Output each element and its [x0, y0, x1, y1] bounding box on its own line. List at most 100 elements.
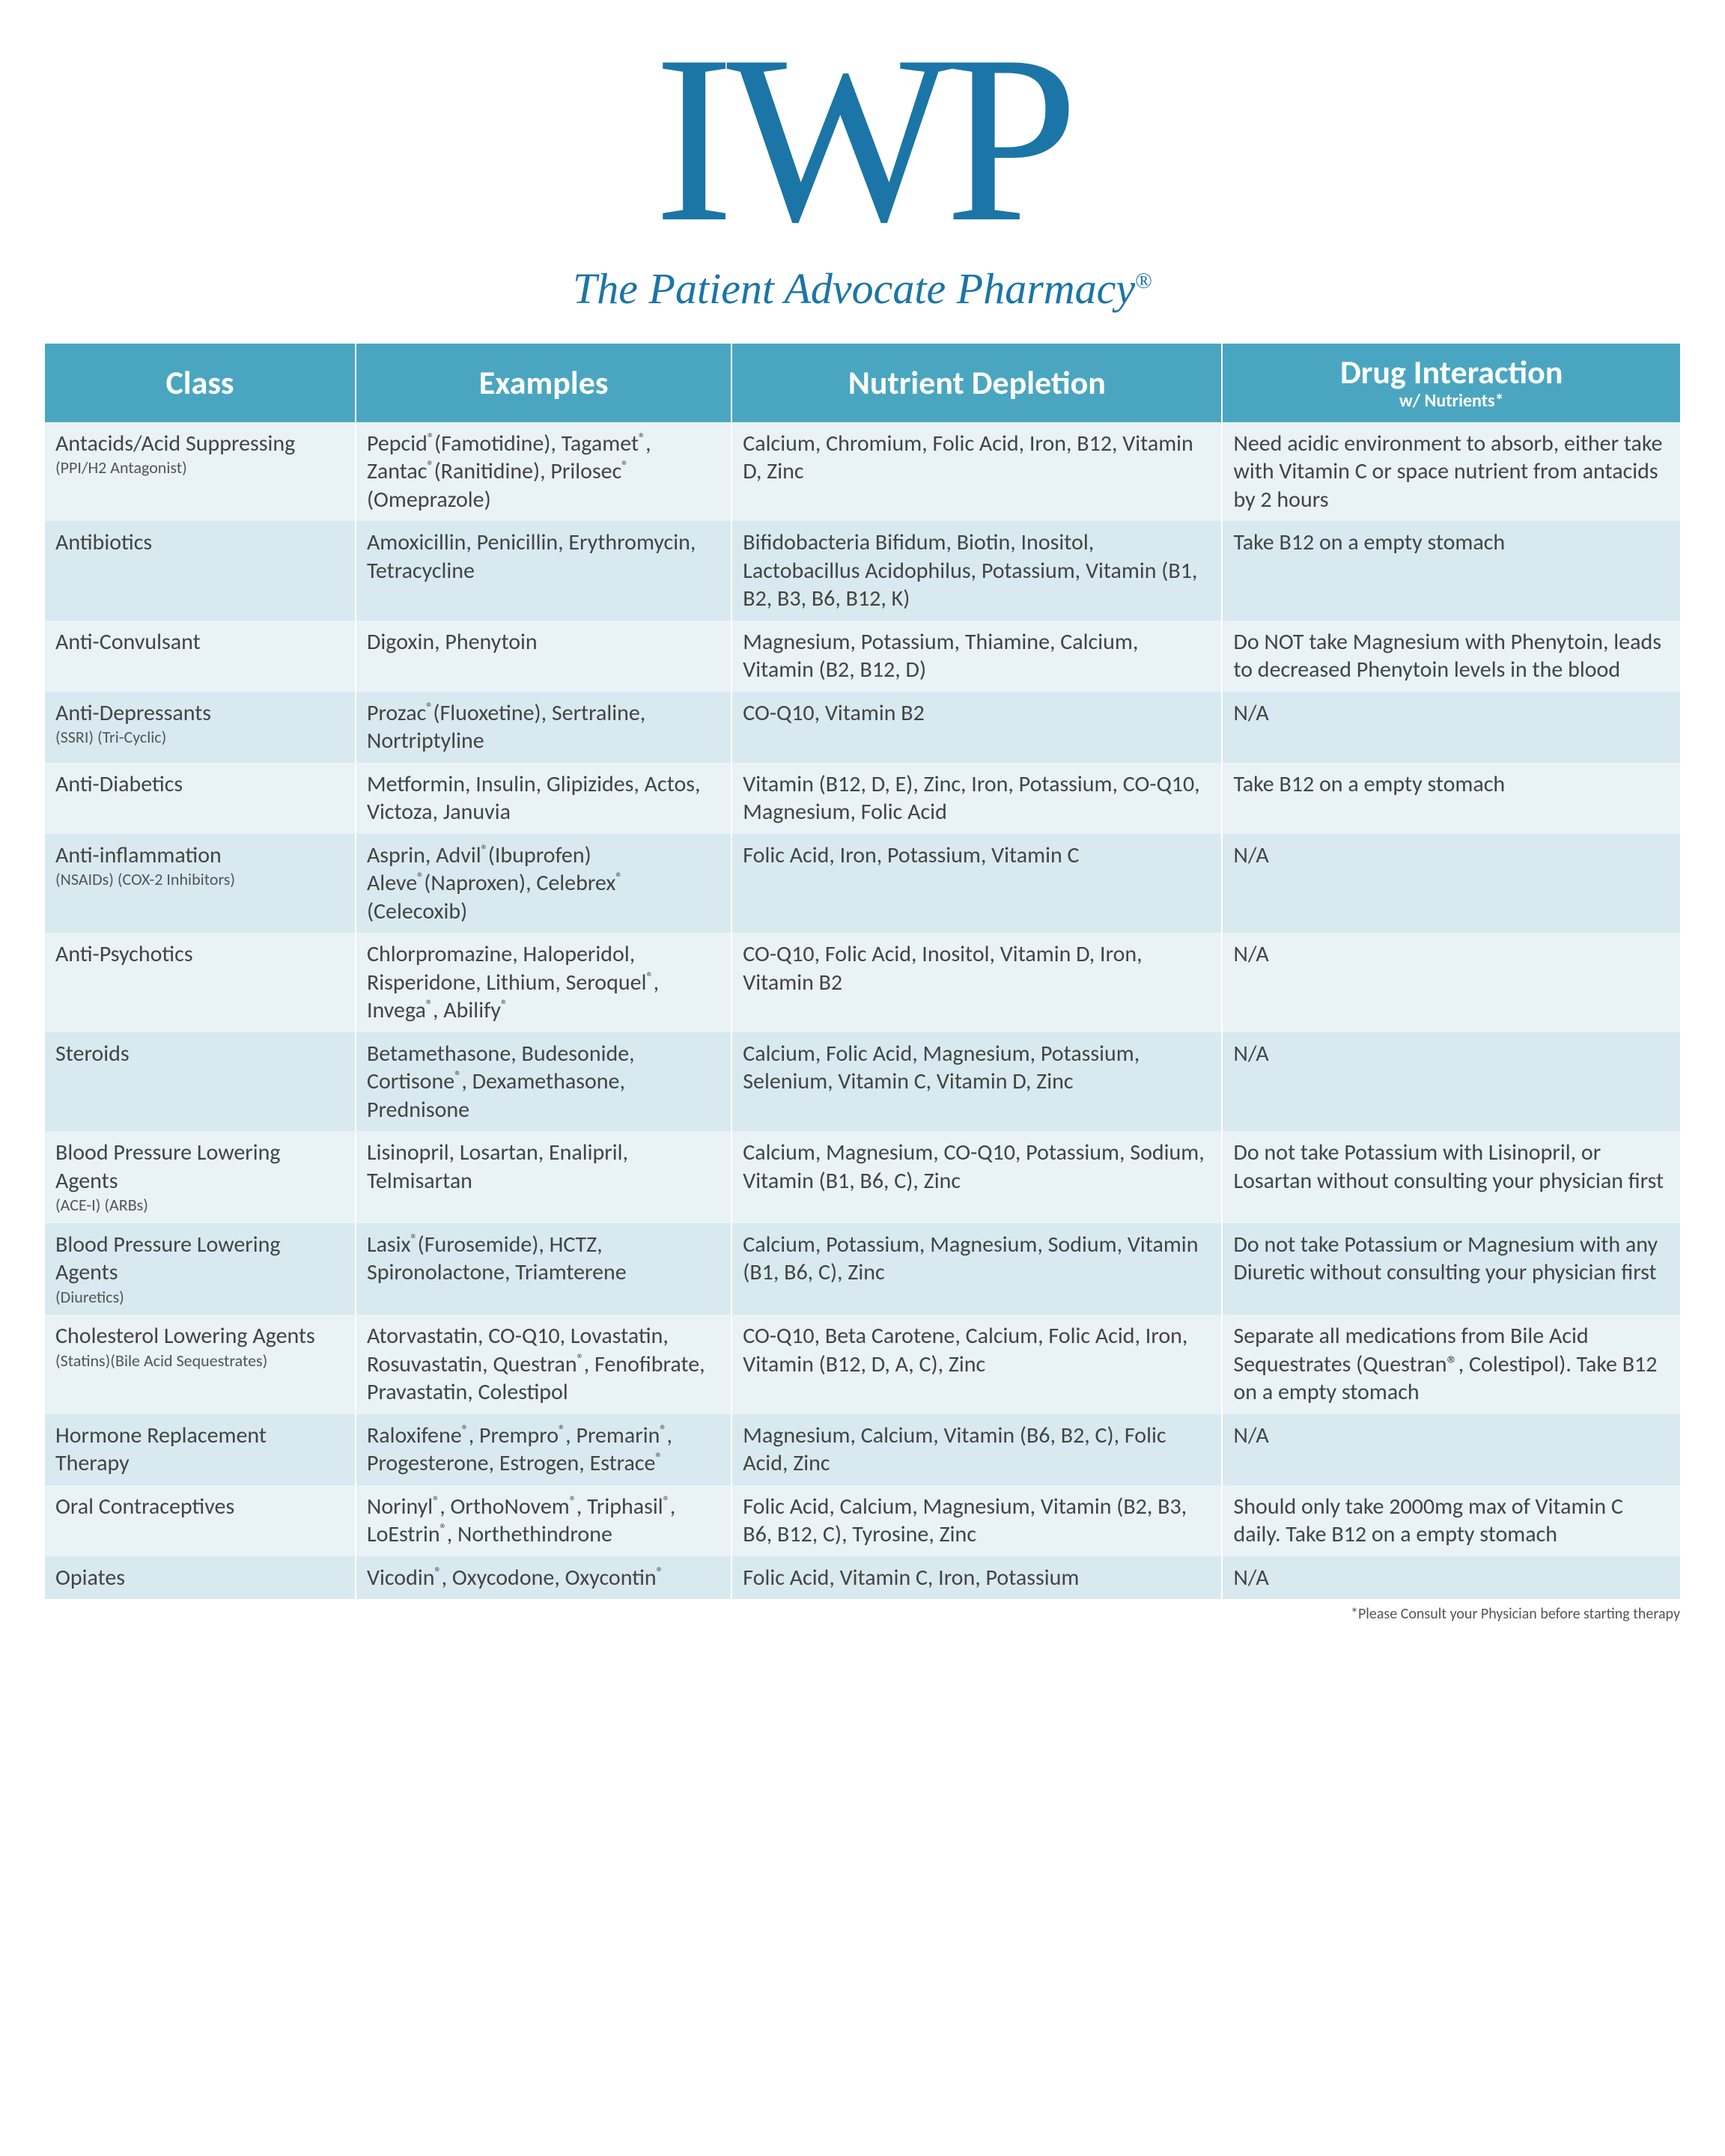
- cell-depletion: Folic Acid, Calcium, Magnesium, Vitamin …: [731, 1485, 1222, 1556]
- cell-depletion: CO-Q10, Beta Carotene, Calcium, Folic Ac…: [731, 1315, 1222, 1414]
- cell-depletion: Vitamin (B12, D, E), Zinc, Iron, Potassi…: [731, 763, 1222, 834]
- class-main: Hormone Replacement Therapy: [55, 1422, 344, 1478]
- table-row: Anti-Psychotics Chlorpromazine, Haloperid…: [45, 933, 1680, 1032]
- cell-examples: Digoxin, Phenytoin: [356, 621, 731, 692]
- cell-examples: Atorvastatin, CO-Q10, Lovastatin, Rosuva…: [356, 1315, 731, 1414]
- table-row: Anti-Convulsant Digoxin, PhenytoinMagnesi…: [45, 621, 1680, 692]
- class-sub: (Statins)(Bile Acid Sequestrates): [55, 1350, 344, 1371]
- table-header: Class Examples Nutrient Depletion Drug I…: [45, 344, 1680, 422]
- table-row: Cholesterol Lowering Agents(Statins)(Bil…: [45, 1315, 1680, 1414]
- cell-depletion: Folic Acid, Iron, Potassium, Vitamin C: [731, 834, 1222, 934]
- drug-nutrient-table: Class Examples Nutrient Depletion Drug I…: [45, 344, 1680, 1599]
- tagline: The Patient Advocate Pharmacy®: [45, 264, 1680, 314]
- cell-interaction: N/A: [1222, 933, 1680, 1032]
- cell-class: Anti-inflammation(NSAIDs) (COX-2 Inhibit…: [45, 834, 356, 934]
- table-row: Anti-inflammation(NSAIDs) (COX-2 Inhibit…: [45, 834, 1680, 934]
- col-title: Drug Interaction: [1340, 352, 1563, 392]
- cell-interaction: Do not take Potassium or Magnesium with …: [1222, 1223, 1680, 1315]
- cell-interaction: Take B12 on a empty stomach: [1222, 763, 1680, 834]
- cell-depletion: Bifidobacteria Bifidum, Biotin, Inositol…: [731, 521, 1222, 621]
- cell-class: Oral Contraceptives: [45, 1485, 356, 1556]
- cell-examples: Prozac®(Fluoxetine), Sertraline, Nortrip…: [356, 692, 731, 763]
- col-title: Class: [166, 362, 234, 403]
- table-row: Hormone Replacement TherapyRaloxifene®, …: [45, 1414, 1680, 1485]
- cell-class: Blood Pressure Lowering Agents(ACE-I) (A…: [45, 1131, 356, 1223]
- cell-interaction: N/A: [1222, 1556, 1680, 1600]
- footnote: *Please Consult your Physician before st…: [45, 1605, 1680, 1623]
- table-row: OpiatesVicodin®, Oxycodone, Oxycontin®Fo…: [45, 1556, 1680, 1600]
- header: IWP The Patient Advocate Pharmacy®: [45, 37, 1680, 314]
- col-header-depletion: Nutrient Depletion: [731, 344, 1222, 422]
- col-header-class: Class: [45, 344, 356, 422]
- table-row: Oral Contraceptives Norinyl®, OrthoNovem®…: [45, 1485, 1680, 1556]
- table-row: Blood Pressure Lowering Agents(Diuretics…: [45, 1223, 1680, 1315]
- cell-interaction: Do not take Potassium with Lisinopril, o…: [1222, 1131, 1680, 1223]
- cell-examples: Asprin, Advil®(Ibuprofen) Aleve®(Naproxe…: [356, 834, 731, 934]
- cell-class: Antibiotics: [45, 521, 356, 621]
- class-main: Anti-inflammation: [55, 841, 344, 870]
- tagline-text: The Patient Advocate Pharmacy: [573, 264, 1135, 313]
- cell-interaction: Separate all medications from Bile Acid …: [1222, 1315, 1680, 1414]
- col-header-examples: Examples: [356, 344, 731, 422]
- cell-depletion: Calcium, Magnesium, CO-Q10, Potassium, S…: [731, 1131, 1222, 1223]
- cell-examples: Norinyl®, OrthoNovem®, Triphasil®, LoEst…: [356, 1485, 731, 1556]
- cell-interaction: N/A: [1222, 1414, 1680, 1485]
- col-title: Nutrient Depletion: [848, 362, 1106, 403]
- cell-examples: Chlorpromazine, Haloperidol, Risperidone…: [356, 933, 731, 1032]
- table-row: Steroids Betamethasone, Budesonide, Corti…: [45, 1032, 1680, 1132]
- cell-class: Hormone Replacement Therapy: [45, 1414, 356, 1485]
- class-main: Antibiotics: [55, 529, 344, 557]
- class-main: Blood Pressure Lowering Agents: [55, 1231, 344, 1287]
- cell-examples: Lasix®(Furosemide), HCTZ, Spironolactone…: [356, 1223, 731, 1315]
- cell-interaction: N/A: [1222, 1032, 1680, 1132]
- cell-class: Antacids/Acid Suppressing(PPI/H2 Antagon…: [45, 422, 356, 522]
- cell-examples: Lisinopril, Losartan, Enalipril, Telmisa…: [356, 1131, 731, 1223]
- cell-interaction: N/A: [1222, 692, 1680, 763]
- cell-class: Anti-Diabetics: [45, 763, 356, 834]
- class-main: Anti-Depressants: [55, 699, 344, 728]
- registered-mark: ®: [1135, 269, 1152, 293]
- col-title: Examples: [479, 362, 609, 403]
- class-main: Antacids/Acid Suppressing: [55, 430, 344, 458]
- class-main: Opiates: [55, 1564, 344, 1592]
- cell-class: Anti-Convulsant: [45, 621, 356, 692]
- cell-class: Anti-Depressants(SSRI) (Tri-Cyclic): [45, 692, 356, 763]
- cell-depletion: CO-Q10, Folic Acid, Inositol, Vitamin D,…: [731, 933, 1222, 1032]
- class-main: Oral Contraceptives: [55, 1493, 344, 1521]
- class-main: Cholesterol Lowering Agents: [55, 1322, 344, 1350]
- table-row: Anti-Diabetics Metformin, Insulin, Glipiz…: [45, 763, 1680, 834]
- cell-examples: Betamethasone, Budesonide, Cortisone®, D…: [356, 1032, 731, 1132]
- table-row: Antibiotics Amoxicillin, Penicillin, Eryt…: [45, 521, 1680, 621]
- col-subtitle: w/ Nutrients*: [1230, 392, 1673, 411]
- cell-class: Opiates: [45, 1556, 356, 1600]
- cell-depletion: Magnesium, Potassium, Thiamine, Calcium,…: [731, 621, 1222, 692]
- cell-depletion: Calcium, Folic Acid, Magnesium, Potassiu…: [731, 1032, 1222, 1132]
- cell-interaction: Take B12 on a empty stomach: [1222, 521, 1680, 621]
- cell-examples: Metformin, Insulin, Glipizides, Actos, V…: [356, 763, 731, 834]
- cell-depletion: Magnesium, Calcium, Vitamin (B6, B2, C),…: [731, 1414, 1222, 1485]
- class-sub: (Diuretics): [55, 1287, 344, 1308]
- cell-class: Blood Pressure Lowering Agents(Diuretics…: [45, 1223, 356, 1315]
- cell-examples: Amoxicillin, Penicillin, Erythromycin, T…: [356, 521, 731, 621]
- class-sub: (ACE-I) (ARBs): [55, 1195, 344, 1216]
- cell-class: Cholesterol Lowering Agents(Statins)(Bil…: [45, 1315, 356, 1414]
- col-header-interaction: Drug Interaction w/ Nutrients*: [1222, 344, 1680, 422]
- cell-interaction: N/A: [1222, 834, 1680, 934]
- class-sub: (SSRI) (Tri-Cyclic): [55, 727, 344, 748]
- class-main: Anti-Convulsant: [55, 628, 344, 657]
- class-main: Anti-Diabetics: [55, 770, 344, 799]
- cell-class: Steroids: [45, 1032, 356, 1132]
- class-main: Anti-Psychotics: [55, 940, 344, 969]
- cell-examples: Vicodin®, Oxycodone, Oxycontin®: [356, 1556, 731, 1600]
- cell-examples: Pepcid®(Famotidine), Tagamet®, Zantac®(R…: [356, 422, 731, 522]
- table-body: Antacids/Acid Suppressing(PPI/H2 Antagon…: [45, 422, 1680, 1600]
- cell-interaction: Need acidic environment to absorb, eithe…: [1222, 422, 1680, 522]
- table-row: Anti-Depressants(SSRI) (Tri-Cyclic)Proza…: [45, 692, 1680, 763]
- table-row: Blood Pressure Lowering Agents(ACE-I) (A…: [45, 1131, 1680, 1223]
- class-main: Steroids: [55, 1040, 344, 1068]
- cell-class: Anti-Psychotics: [45, 933, 356, 1032]
- class-main: Blood Pressure Lowering Agents: [55, 1139, 344, 1195]
- class-sub: (NSAIDs) (COX-2 Inhibitors): [55, 869, 344, 890]
- cell-depletion: Calcium, Potassium, Magnesium, Sodium, V…: [731, 1223, 1222, 1315]
- logo-text: IWP: [45, 37, 1680, 241]
